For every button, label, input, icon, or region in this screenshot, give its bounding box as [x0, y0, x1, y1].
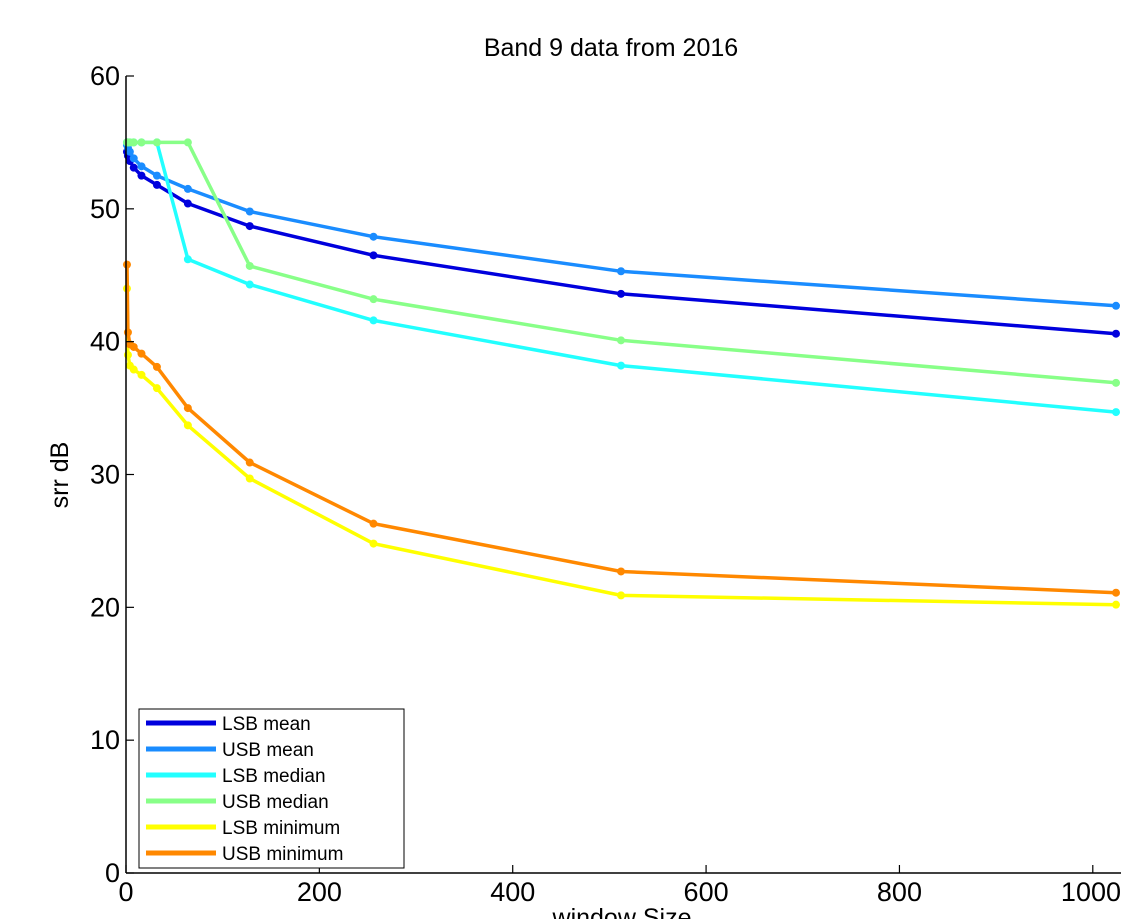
series-line [125, 151, 1117, 336]
data-point [369, 539, 378, 548]
series-line [125, 144, 1117, 308]
series-line [126, 140, 1117, 385]
data-point [617, 289, 625, 298]
data-point [245, 222, 254, 231]
x-tick-label: 200 [297, 877, 342, 907]
data-point [129, 163, 138, 172]
data-point [137, 162, 146, 171]
y-tick-label: 60 [90, 61, 120, 91]
data-point [183, 199, 192, 208]
legend-label: USB minimum [222, 844, 343, 865]
x-tick-label: 0 [118, 877, 133, 907]
x-tick-label: 600 [684, 877, 729, 907]
data-point [123, 350, 132, 359]
x-tick-label: 1000 [1061, 877, 1121, 907]
data-point [617, 567, 625, 576]
series-1 [122, 141, 1120, 310]
chart-title: Band 9 data from 2016 [484, 34, 738, 62]
legend-label: LSB median [222, 766, 326, 787]
series-0 [122, 147, 1120, 338]
data-point [1112, 329, 1120, 338]
data-point [152, 362, 161, 371]
data-point [152, 171, 161, 180]
data-point [245, 474, 254, 483]
legend-box [138, 708, 405, 869]
data-point [1112, 588, 1120, 597]
data-point [369, 232, 378, 241]
series-4 [122, 284, 1120, 609]
data-point [369, 519, 378, 528]
data-point [1112, 301, 1120, 310]
legend-label: LSB minimum [222, 818, 340, 839]
data-point [245, 458, 254, 467]
y-tick-label: 30 [90, 460, 120, 490]
data-point [617, 336, 625, 345]
data-point [129, 138, 138, 147]
data-point [183, 138, 192, 147]
series-3 [122, 138, 1120, 387]
data-point [1112, 378, 1120, 387]
data-point [369, 251, 378, 260]
data-point [245, 280, 254, 289]
data-point [617, 267, 625, 276]
series-2 [122, 138, 1120, 417]
series-5 [122, 260, 1120, 597]
data-point [125, 147, 134, 156]
data-point [617, 361, 625, 370]
y-ticks: 0 10 20 30 40 50 60 [90, 61, 134, 888]
data-point [1112, 600, 1120, 609]
data-point [617, 591, 625, 600]
legend-label: USB mean [222, 740, 314, 761]
x-tick-label: 400 [490, 877, 535, 907]
data-point [183, 255, 192, 264]
legend: LSB mean USB mean LSB median USB median LSB … [138, 708, 405, 869]
data-point [369, 316, 378, 325]
x-ticks: 0 200 400 600 800 1000 [118, 865, 1121, 907]
data-point [152, 138, 161, 147]
legend-label: LSB mean [222, 714, 311, 735]
data-point [1112, 408, 1120, 417]
data-point [183, 404, 192, 413]
data-point [137, 171, 146, 180]
data-point [129, 154, 138, 163]
series-line [125, 288, 1117, 607]
legend-label: USB median [222, 792, 329, 813]
data-point [183, 184, 192, 193]
y-axis-label: srr dB [46, 442, 74, 509]
data-point [123, 328, 132, 337]
x-tick-label: 800 [877, 877, 922, 907]
data-point [152, 384, 161, 393]
data-point [129, 365, 138, 374]
data-point [137, 138, 146, 147]
y-tick-label: 40 [90, 327, 120, 357]
y-tick-label: 50 [90, 194, 120, 224]
series-lines [122, 138, 1120, 609]
data-point [137, 349, 146, 358]
data-point [245, 207, 254, 216]
data-point [137, 370, 146, 379]
y-tick-label: 20 [90, 592, 120, 622]
series-line [125, 264, 1117, 595]
x-axis-label: window Size [552, 904, 692, 919]
data-point [129, 342, 138, 351]
y-tick-label: 0 [105, 858, 120, 888]
data-point [152, 180, 161, 189]
data-point [183, 421, 192, 430]
y-tick-label: 10 [90, 725, 120, 755]
data-point [369, 295, 378, 304]
data-point [245, 261, 254, 270]
data-point [122, 260, 131, 269]
legend-items: LSB mean USB mean LSB median USB median LSB … [146, 714, 343, 865]
